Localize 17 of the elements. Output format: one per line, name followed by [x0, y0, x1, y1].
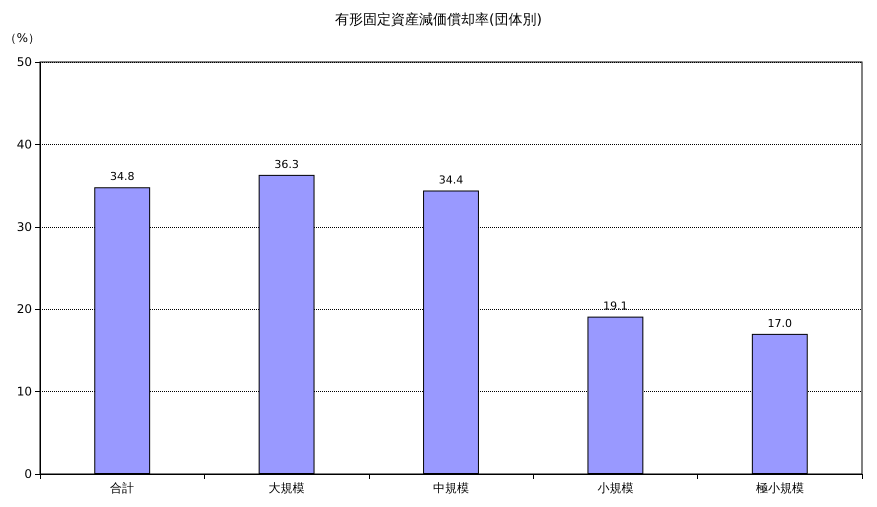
x-tick-label: 極小規模 — [756, 481, 804, 495]
x-tick-label: 小規模 — [597, 481, 634, 495]
data-label: 34.8 — [110, 170, 134, 184]
y-axis-title: （%） — [4, 31, 40, 45]
y-tick-label: 30 — [16, 220, 32, 234]
x-tick-label: 中規模 — [433, 481, 469, 495]
y-tick-label: 20 — [16, 302, 32, 316]
chart-title: 有形固定資産減価償却率(団体別) — [335, 12, 542, 28]
data-label: 17.0 — [768, 316, 792, 330]
x-tick-label: 大規模 — [268, 481, 305, 495]
x-tick-label: 合計 — [110, 481, 134, 495]
y-tick-label: 0 — [24, 467, 32, 481]
data-label: 36.3 — [274, 158, 299, 171]
y-tick-label: 10 — [16, 384, 32, 399]
y-tick-label: 50 — [16, 55, 32, 69]
y-tick-label: 40 — [16, 137, 32, 152]
data-label: 34.4 — [438, 174, 464, 187]
